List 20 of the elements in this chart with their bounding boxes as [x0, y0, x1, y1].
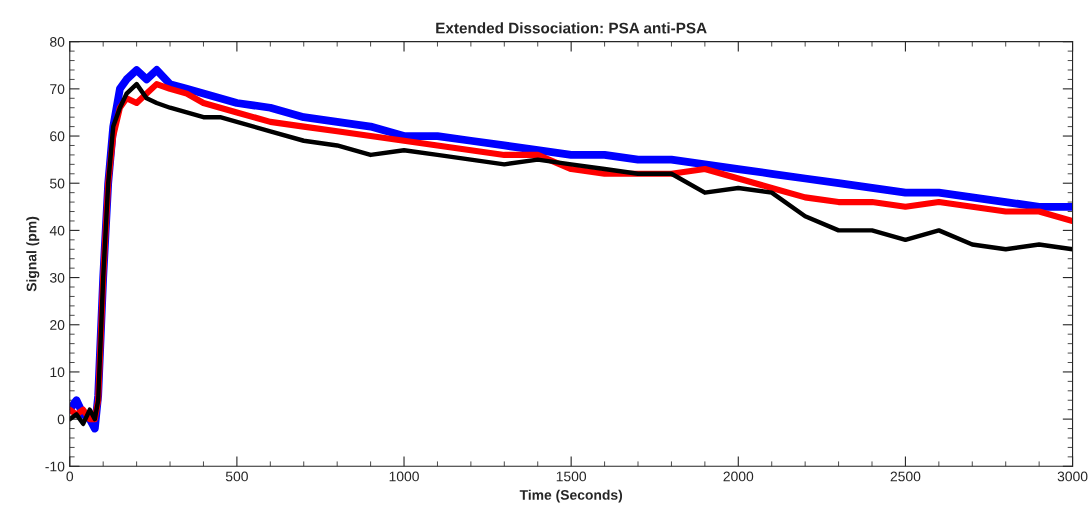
x-tick-label: 1500	[556, 471, 587, 482]
y-axis-title: Signal (pm)	[26, 216, 40, 292]
chart-title: Extended Dissociation: PSA anti-PSA	[436, 22, 707, 34]
x-tick-label: 2000	[723, 471, 754, 482]
x-tick-label: 3000	[1057, 471, 1088, 482]
y-tick-label: -10	[45, 461, 65, 472]
y-tick-label: 70	[50, 84, 65, 95]
y-tick-label: 80	[50, 37, 65, 47]
y-tick-label: 30	[49, 272, 65, 283]
x-tick-label: 0	[66, 471, 74, 482]
x-tick-label: 1000	[389, 471, 419, 482]
y-tick-label: 10	[50, 367, 65, 378]
y-tick-label: 50	[50, 178, 65, 189]
y-tick-label: 60	[50, 131, 65, 142]
x-axis-title: Time (Seconds)	[519, 489, 623, 503]
y-tick-label: 0	[57, 414, 65, 425]
y-tick-label: 20	[50, 320, 65, 330]
x-tick-label: 2500	[890, 471, 921, 482]
x-tick-label: 500	[225, 471, 248, 482]
y-tick-label: 40	[49, 225, 65, 236]
